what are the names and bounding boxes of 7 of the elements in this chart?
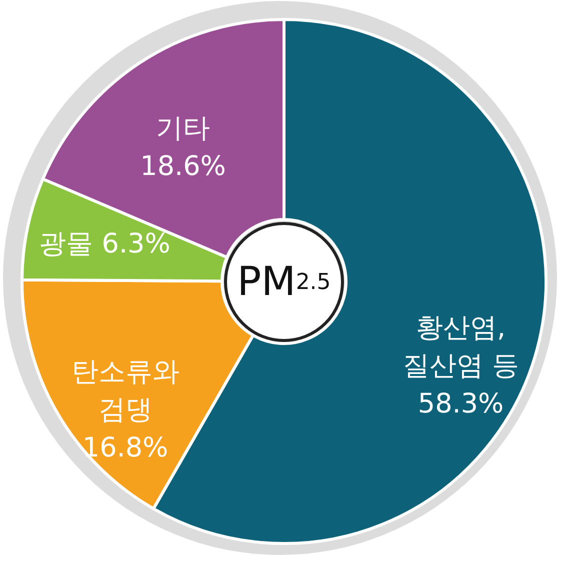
data-label: 58.3% (418, 388, 504, 420)
slice-label: 황산염, 질산염 등 (402, 312, 520, 382)
slice-label: 탄소류와 검댕 (71, 356, 180, 426)
data-label: 18.6% (140, 150, 226, 182)
slice-label: 광물 6.3% (39, 228, 170, 260)
slice-label: 기타 (156, 112, 210, 144)
data-label: 16.8% (82, 432, 168, 464)
